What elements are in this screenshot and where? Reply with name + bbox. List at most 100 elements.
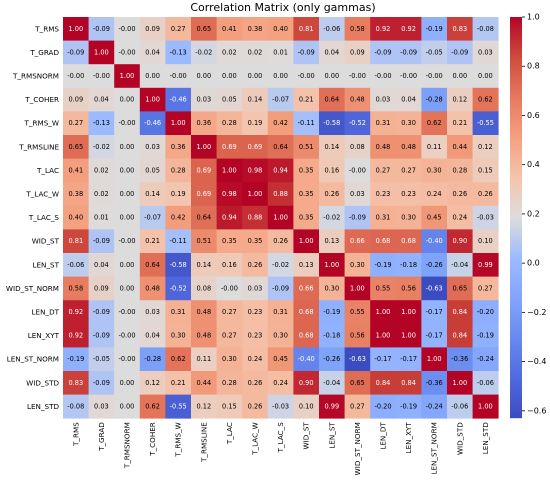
cell-value-label: 0.56 [401, 284, 416, 292]
x-tick-label: LEN_DT [379, 422, 388, 450]
cell-value-label: -0.09 [451, 48, 468, 56]
cell-value-label: 0.35 [299, 214, 314, 222]
cell-value-label: 0.04 [94, 96, 109, 104]
x-tick-label: T_COHER [148, 422, 157, 457]
cell-value-label: 0.00 [120, 214, 135, 222]
cell-value-label: 0.04 [94, 261, 109, 269]
heatmap-cell [191, 17, 217, 41]
heatmap-cell [395, 111, 422, 136]
cell-value-label: -0.00 [426, 72, 443, 80]
heatmap-cell [139, 17, 166, 41]
x-tick-label: T_RMS_W [174, 422, 183, 457]
cell-value-label: 0.30 [350, 261, 365, 269]
heatmap-cell [344, 323, 371, 348]
cell-value-label: -0.36 [451, 355, 468, 363]
heatmap-cell [114, 347, 141, 372]
cell-value-label: 0.55 [376, 284, 391, 292]
heatmap-cell [472, 135, 499, 159]
cell-value-label: -0.40 [298, 355, 315, 363]
heatmap-cell [267, 182, 294, 207]
cell-value-label: 0.27 [478, 284, 493, 292]
chart-title: Correlation Matrix (only gammas) [190, 1, 375, 14]
cell-value-label: 1.00 [299, 237, 314, 245]
cell-value-label: 0.62 [171, 355, 186, 363]
cell-value-label: -0.07 [272, 96, 289, 104]
heatmap-cell [165, 87, 192, 112]
colorbar-tick-label: 0.6 [527, 111, 540, 120]
heatmap-cell [267, 158, 294, 183]
heatmap-cell [344, 371, 371, 395]
cell-value-label: -0.09 [272, 284, 289, 292]
cell-value-label: 1.00 [273, 214, 288, 222]
heatmap-cell [88, 323, 115, 348]
heatmap-cell [267, 300, 294, 325]
heatmap-cell [267, 323, 294, 348]
cell-value-label: -0.55 [170, 402, 187, 410]
heatmap-cell [319, 40, 345, 65]
heatmap-cell [472, 182, 499, 207]
cell-value-label: 0.04 [324, 48, 339, 56]
cell-value-label: 0.69 [196, 166, 211, 174]
cell-value-label: 0.69 [222, 143, 237, 151]
heatmap-cell [139, 205, 166, 230]
heatmap-cell [242, 276, 269, 301]
cell-value-label: 0.31 [171, 308, 186, 316]
cell-value-label: 0.14 [324, 143, 339, 151]
cell-value-label: 0.02 [94, 190, 109, 198]
heatmap-cell [344, 229, 371, 254]
heatmap-cell [267, 135, 294, 159]
heatmap-cell [344, 135, 371, 159]
cell-value-label: 0.83 [68, 379, 83, 387]
cell-value-label: -0.63 [349, 355, 366, 363]
heatmap-cell [319, 300, 345, 325]
heatmap-cell [267, 347, 294, 372]
heatmap-cell [242, 182, 269, 207]
heatmap-cell [216, 347, 243, 372]
heatmap-cell [370, 229, 397, 254]
heatmap-cell [191, 158, 217, 183]
heatmap-cell [293, 323, 320, 348]
cell-value-label: 0.19 [171, 190, 186, 198]
cell-value-label: 0.81 [68, 237, 83, 245]
heatmap-cell [421, 347, 448, 372]
heatmap-cell [242, 64, 269, 89]
heatmap-cell [344, 182, 371, 207]
cell-value-label: -0.17 [426, 308, 443, 316]
heatmap-cell [293, 276, 320, 301]
heatmap-cell [344, 276, 371, 301]
heatmap-cell [242, 371, 269, 395]
heatmap-cell [293, 135, 320, 159]
heatmap-cell [447, 111, 473, 136]
x-tick-label: LEN_XYT [404, 422, 413, 454]
heatmap-cell [421, 111, 448, 136]
cell-value-label: 0.30 [171, 332, 186, 340]
cell-value-label: 1.00 [427, 355, 442, 363]
y-tick-label: T_LAC_S [28, 213, 60, 222]
heatmap-cell [165, 64, 192, 89]
y-tick-label: T_LAC_W [25, 190, 59, 199]
cell-value-label: -0.02 [195, 48, 212, 56]
heatmap-cell [63, 205, 89, 230]
heatmap-cell [447, 371, 473, 395]
heatmap-cell [242, 40, 269, 65]
heatmap-cell [139, 182, 166, 207]
heatmap-cell [114, 135, 141, 159]
cell-value-label: -0.19 [426, 25, 443, 33]
cell-value-label: 0.00 [145, 72, 160, 80]
heatmap-cell [447, 17, 473, 41]
heatmap-cell [344, 111, 371, 136]
heatmap-cell [421, 323, 448, 348]
heatmap-cell [88, 205, 115, 230]
cell-value-label: 0.26 [478, 190, 493, 198]
heatmap-cell [472, 323, 499, 348]
cell-value-label: 0.56 [350, 332, 365, 340]
heatmap-cell [421, 300, 448, 325]
cell-value-label: 0.23 [248, 308, 263, 316]
cell-value-label: 0.16 [324, 166, 339, 174]
cell-value-label: -0.20 [374, 402, 391, 410]
cell-value-label: 0.35 [222, 237, 237, 245]
cell-value-label: 0.28 [222, 119, 237, 127]
heatmap-cell [165, 135, 192, 159]
heatmap-cell [114, 64, 141, 89]
